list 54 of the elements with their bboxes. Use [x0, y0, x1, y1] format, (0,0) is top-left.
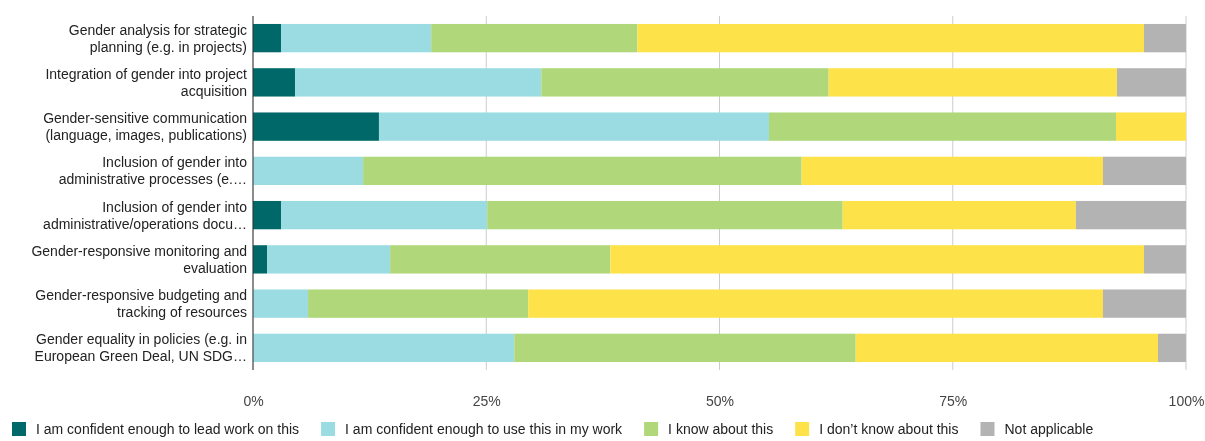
bar: [253, 245, 267, 274]
bar: [487, 200, 843, 230]
bar: [363, 156, 802, 186]
x-tick-label: 0%: [243, 392, 264, 409]
x-tick-label: 25%: [472, 392, 501, 409]
bar: [1116, 112, 1186, 141]
bar: [253, 289, 309, 318]
bar: [253, 23, 281, 53]
bar: [637, 23, 1145, 53]
legend-label: I am confident enough to use this in my work: [345, 421, 624, 437]
bar: [514, 333, 856, 363]
x-tick-label: 75%: [939, 392, 968, 409]
x-tick-label: 50%: [705, 392, 735, 409]
bar: [253, 68, 295, 97]
bar: [828, 68, 1117, 97]
y-tick-label: Gender equality in policies (e.g. in European Green Deal, UN SDG…: [34, 331, 247, 365]
bar: [610, 245, 1145, 274]
bar: [528, 289, 1103, 318]
legend-label: I am confident enough to lead work on this: [36, 421, 300, 437]
y-tick-label: Inclusion of gender into administrative processes (e.…: [58, 154, 248, 188]
bar: [253, 156, 364, 186]
bar: [1116, 68, 1186, 97]
y-tick-label: Gender-responsive monitoring and evaluation: [31, 242, 247, 276]
bar: [1075, 200, 1186, 230]
bar: [390, 245, 611, 274]
bar: [855, 333, 1159, 363]
bar: [1158, 333, 1186, 363]
y-tick-label: Inclusion of gender into administrative/operations docu…: [43, 198, 248, 232]
bar: [801, 156, 1103, 186]
bar: [280, 200, 488, 230]
x-tick-label: 100%: [1168, 392, 1205, 409]
legend-label: I don’t know about this: [819, 421, 959, 437]
bar: [1144, 245, 1186, 274]
bar: [1144, 23, 1186, 53]
bar: [308, 289, 529, 318]
legend-label: I know about this: [668, 421, 774, 437]
y-tick-label: Integration of gender into project acquisition: [45, 65, 248, 99]
y-tick-label: Gender-sensitive communication (language, images, publications): [43, 110, 247, 144]
legend-label: Not applicable: [1004, 421, 1094, 437]
bar: [253, 112, 379, 141]
bar: [294, 68, 542, 97]
bar: [253, 200, 281, 230]
bar: [1102, 289, 1186, 318]
bar: [541, 68, 829, 97]
bar: [1102, 156, 1186, 186]
bar: [280, 23, 432, 53]
bar: [267, 245, 391, 274]
bar: [842, 200, 1076, 230]
bar: [431, 23, 638, 53]
bar: [768, 112, 1117, 141]
bar: [253, 333, 515, 363]
y-tick-label: Gender analysis for strategic planning (e.g. in projects): [68, 21, 247, 55]
y-tick-label: Gender-responsive budgeting and tracking of resources: [35, 287, 247, 321]
bar: [378, 112, 769, 141]
